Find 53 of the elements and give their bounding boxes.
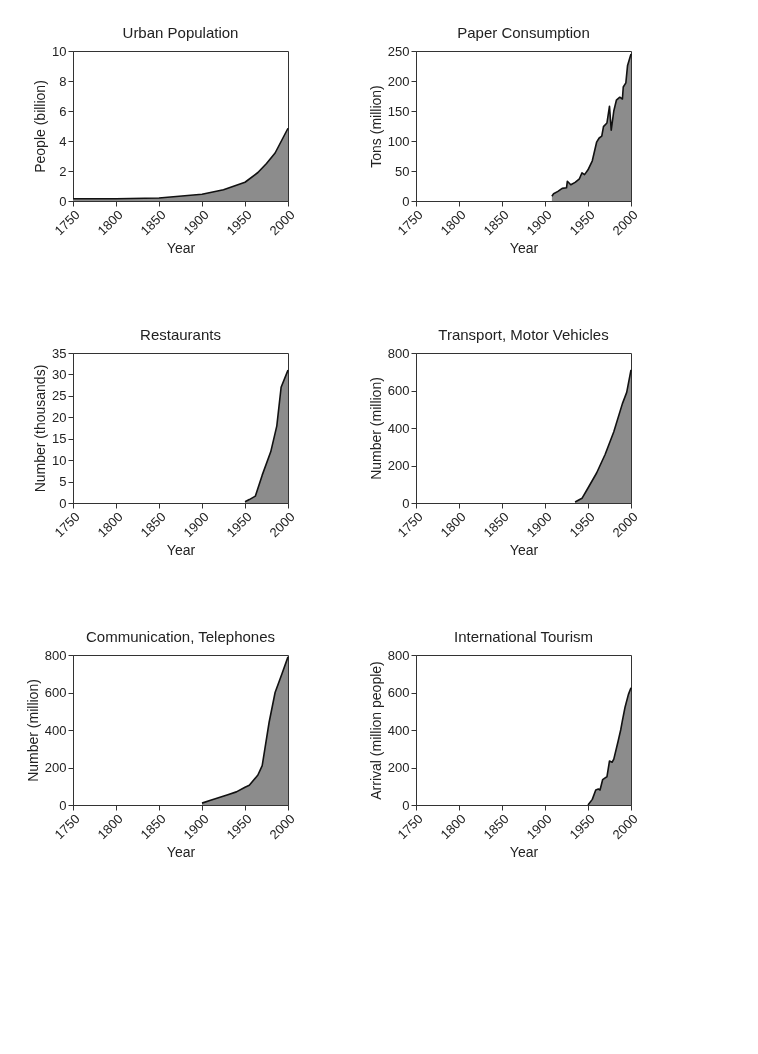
y-tick-label: 6 bbox=[59, 103, 67, 119]
y-axis-title: Number (million) bbox=[367, 377, 384, 480]
y-tick-label: 25 bbox=[52, 388, 67, 404]
y-tick-label: 15 bbox=[52, 431, 67, 447]
y-tick-label: 8 bbox=[59, 73, 67, 89]
y-tick-label: 4 bbox=[59, 133, 67, 149]
y-tick-label: 200 bbox=[387, 760, 410, 775]
x-axis-title: Year bbox=[166, 240, 196, 257]
y-tick-label: 0 bbox=[402, 797, 410, 813]
chart-title: Communication, Telephones bbox=[85, 628, 276, 645]
y-tick-label: 400 bbox=[44, 722, 67, 738]
y-tick-label: 400 bbox=[387, 420, 410, 436]
y-tick-label: 800 bbox=[44, 647, 67, 663]
y-tick-label: 800 bbox=[387, 345, 410, 361]
y-tick-label: 150 bbox=[387, 103, 410, 119]
y-axis-title: Number (million) bbox=[24, 679, 41, 782]
y-tick-label: 800 bbox=[387, 647, 410, 663]
y-tick-label: 20 bbox=[52, 409, 67, 425]
x-axis-title: Year bbox=[166, 542, 196, 559]
y-tick-label: 10 bbox=[52, 452, 67, 468]
y-tick-label: 5 bbox=[59, 474, 67, 490]
x-axis-title: Year bbox=[509, 844, 539, 861]
y-axis-title: Number (thousands) bbox=[32, 364, 49, 493]
y-tick-label: 600 bbox=[44, 685, 67, 700]
y-tick-label: 600 bbox=[387, 685, 410, 700]
chart-title: Urban Population bbox=[122, 24, 239, 41]
y-tick-label: 0 bbox=[402, 193, 410, 209]
x-axis-title: Year bbox=[166, 844, 196, 861]
chart-title: Transport, Motor Vehicles bbox=[438, 326, 609, 343]
y-tick-label: 0 bbox=[59, 495, 67, 511]
y-axis-title: Arrival (million people) bbox=[367, 661, 384, 800]
y-tick-label: 0 bbox=[402, 495, 410, 511]
y-tick-label: 400 bbox=[387, 722, 410, 738]
chart-title: Paper Consumption bbox=[457, 24, 590, 41]
y-tick-label: 200 bbox=[387, 458, 410, 473]
y-tick-label: 0 bbox=[59, 797, 67, 813]
chart-title: International Tourism bbox=[454, 628, 593, 645]
x-axis-title: Year bbox=[509, 240, 539, 257]
y-tick-label: 250 bbox=[387, 43, 410, 59]
y-tick-label: 600 bbox=[387, 383, 410, 398]
x-axis-title: Year bbox=[509, 542, 539, 559]
y-tick-label: 10 bbox=[52, 43, 67, 59]
chart-title: Restaurants bbox=[140, 326, 221, 343]
y-tick-label: 50 bbox=[395, 163, 410, 179]
y-tick-label: 0 bbox=[59, 193, 67, 209]
y-axis-title: Tons (million) bbox=[367, 85, 384, 168]
y-tick-label: 30 bbox=[52, 366, 67, 382]
y-tick-label: 35 bbox=[52, 345, 67, 361]
y-axis-title: People (billion) bbox=[32, 80, 49, 173]
y-tick-label: 2 bbox=[59, 163, 67, 179]
y-tick-label: 100 bbox=[387, 133, 410, 149]
y-tick-label: 200 bbox=[44, 760, 67, 775]
y-tick-label: 200 bbox=[387, 73, 410, 89]
